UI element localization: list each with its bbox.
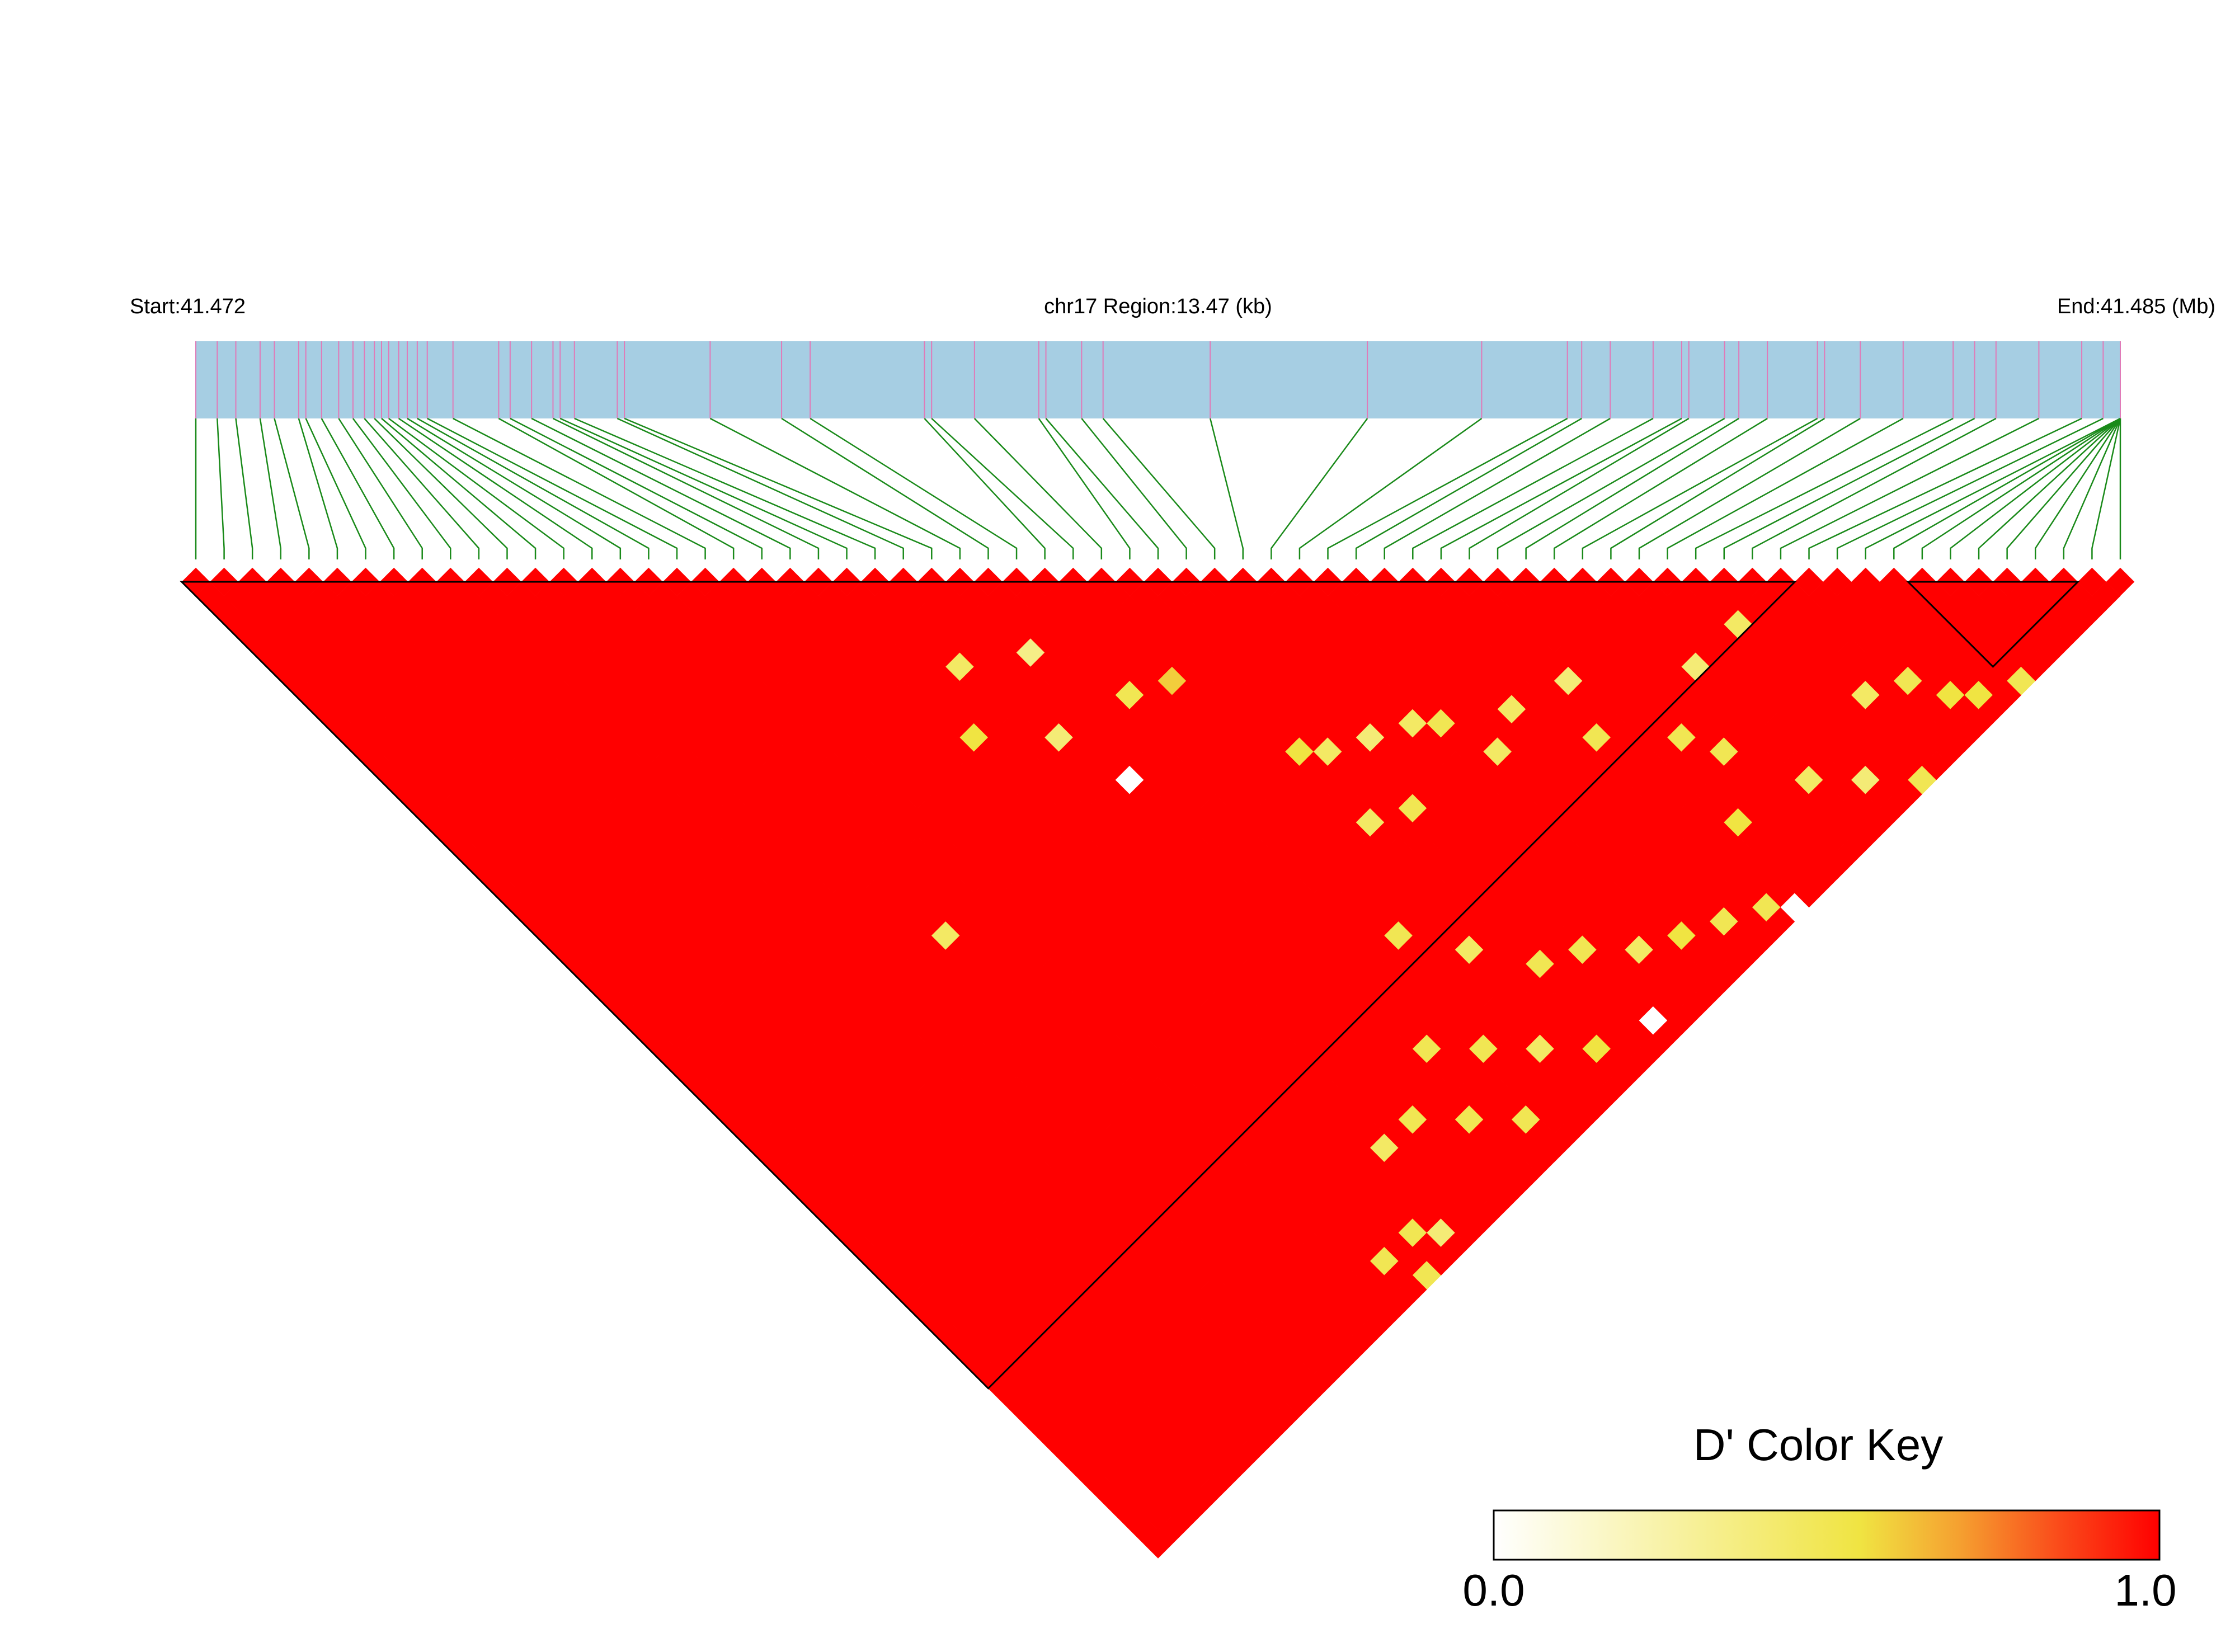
snp-position-track [195,341,2121,418]
snp-connector [321,418,395,559]
snp-connector [398,417,593,559]
snp-connector [1440,417,1682,559]
snp-connector [552,417,820,559]
snp-connector [559,417,848,559]
snp-connector [781,417,989,559]
snp-connector [417,417,650,559]
snp-connector [617,417,904,559]
snp-connector [1298,417,1483,559]
snp-connector [1780,417,2039,559]
ld-cell [2091,581,2121,611]
snp-connector [388,417,564,559]
snp-connector [1865,417,2121,559]
snp-connector [931,418,1074,559]
snp-connector [973,418,1103,559]
snp-connector [1695,417,1954,559]
track-background [196,341,2120,418]
snp-connector [1497,417,1725,559]
snp-connector [531,417,791,559]
region-title: chr17 Region:13.47 (kb) [1044,295,1272,318]
snp-connector [298,418,338,559]
snp-connector [510,417,763,559]
snp-connector [1038,418,1131,559]
snp-connector [1893,417,2121,559]
snp-connector [1667,417,1904,559]
snp-connector [2034,418,2121,559]
snp-connector [305,418,366,559]
snp-connector [1808,417,2082,559]
snp-connector [1355,417,1582,559]
snp-connector [574,417,876,559]
snp-connector [1553,417,1768,559]
snp-connector [1950,418,2121,559]
snp-connector [274,418,310,559]
snp-connector [498,417,735,559]
snp-connector [709,417,961,559]
snp-connector [1638,417,1861,559]
legend-title: D' Color Key [1693,1420,1944,1470]
snp-connector [1384,417,1611,559]
snp-connector [427,417,678,559]
snp-connector [1978,418,2121,559]
snp-connector [1723,417,1975,559]
region-end-label: End:41.485 (Mb) [2057,295,2215,318]
ld-triangle [181,567,2135,1559]
snp-connector [217,418,225,559]
snp-connector [2006,418,2121,559]
snp-connector [2063,418,2121,559]
snp-connector [1921,417,2121,559]
snp-connector [1045,418,1159,559]
region-start-label: Start:41.472 [130,295,246,318]
ld-block-outlines [180,581,2080,1390]
snp-connector [407,417,622,559]
color-key-legend: D' Color Key 0.0 1.0 [1462,1420,2176,1615]
snp-connector [1836,417,2104,559]
snp-connector [235,418,253,559]
snp-connector [624,417,933,559]
ld-block-outline [180,581,1797,1390]
snp-connector [1412,417,1654,559]
snp-connector [1469,417,1690,559]
snp-connector-lines [195,417,2121,559]
snp-connector [1081,418,1187,559]
snp-connector [453,417,706,559]
snp-connector [338,418,423,559]
snp-connector [924,418,1046,559]
snp-connector [1210,418,1244,559]
snp-connector [352,418,451,559]
snp-connector [1525,417,1739,559]
legend-color-bar [1493,1509,2161,1561]
snp-connector [364,418,480,559]
snp-connector [1102,418,1216,559]
snp-connector [810,417,1018,559]
snp-tick-group [195,341,2121,418]
snp-connector [259,418,282,559]
snp-connector [1752,417,1997,559]
snp-connector [374,418,508,559]
legend-min-label: 0.0 [1462,1565,1524,1615]
snp-connector [381,418,537,559]
snp-connector [1582,417,1818,559]
legend-max-label: 1.0 [2114,1565,2176,1615]
snp-connector [2091,418,2121,559]
snp-connector [1610,417,1825,559]
snp-connector [1327,417,1568,559]
snp-connector [1271,418,1368,559]
ld-block-outline [1905,581,2080,668]
